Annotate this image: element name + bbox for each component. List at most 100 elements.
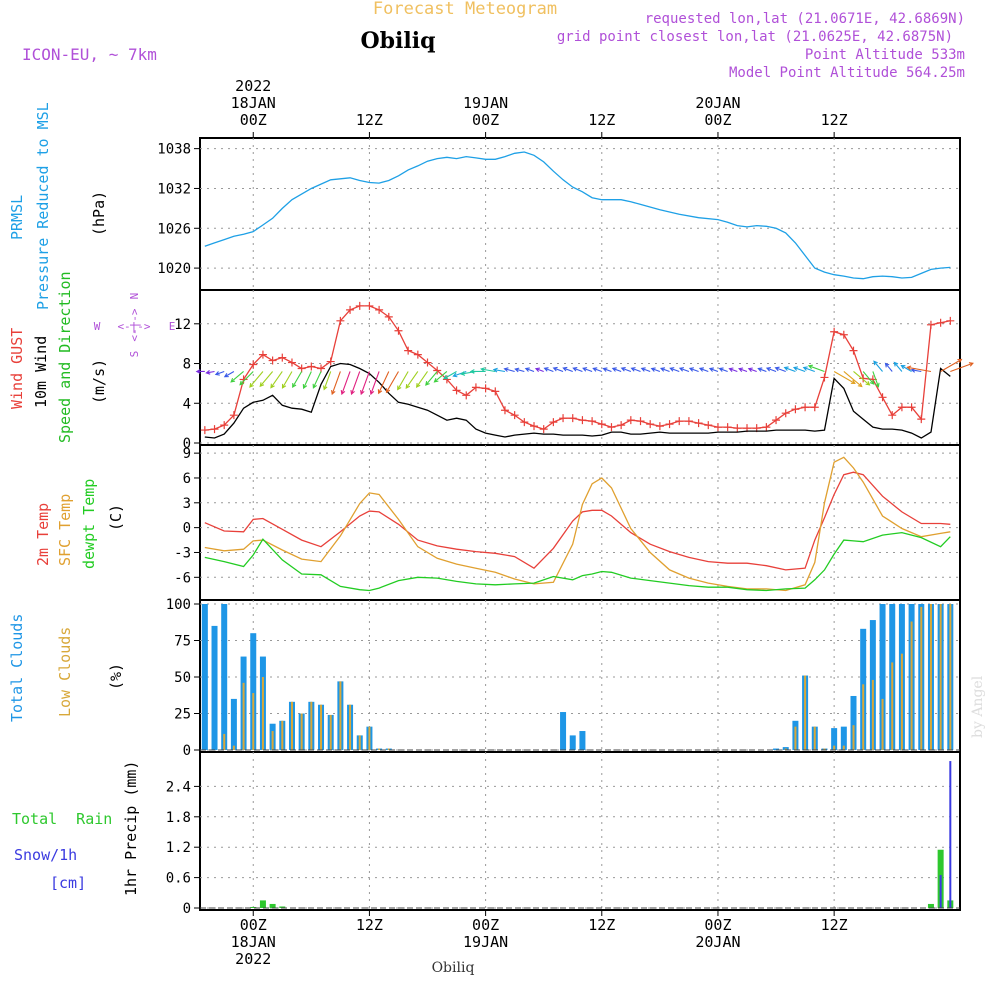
gust-point — [723, 423, 732, 432]
gust-point — [210, 425, 219, 434]
wind-direction-arrow — [698, 367, 709, 372]
gust-point — [810, 403, 819, 412]
wind-direction-arrow — [728, 367, 738, 372]
wind-dir-label: Speed and Direction — [56, 271, 74, 443]
gust-point — [375, 305, 384, 314]
gust-point — [471, 383, 480, 392]
gust-point — [268, 356, 277, 365]
wind-label: 10m Wind — [32, 336, 50, 408]
dewpt-label: dewpt Temp — [80, 479, 98, 569]
gust-point — [936, 318, 945, 327]
gust-point — [297, 364, 306, 373]
gust-point — [704, 421, 713, 430]
top-time-label: 18JAN — [231, 94, 276, 112]
y-tick-label: 3 — [183, 496, 191, 512]
bar-low-clouds — [929, 604, 932, 750]
wind-direction-arrow — [292, 371, 303, 389]
bar-low-clouds — [900, 653, 903, 750]
snow-unit-label: [cm] — [50, 874, 86, 892]
wind-direction-arrow — [377, 371, 390, 395]
gust-point — [607, 423, 616, 432]
wind-direction-arrow — [524, 367, 535, 372]
bar-low-clouds — [813, 726, 816, 750]
gust-point — [839, 330, 848, 339]
wind-direction-arrow — [331, 371, 341, 396]
bar-low-clouds — [949, 604, 952, 750]
series-line-10m-wind — [204, 362, 951, 439]
compass-south: S — [128, 351, 141, 358]
bar-low-clouds — [842, 745, 845, 750]
wind-unit: (m/s) — [90, 359, 108, 404]
gust-point — [462, 391, 471, 400]
low-clouds-label: Low Clouds — [56, 627, 74, 717]
wind-direction-arrow — [678, 367, 690, 372]
bar-low-clouds — [349, 704, 352, 750]
gust-point — [394, 326, 403, 335]
bar-low-clouds — [232, 745, 235, 750]
wind-direction-arrow — [738, 367, 748, 372]
gust-point — [665, 420, 674, 429]
gust-point — [926, 320, 935, 329]
bottom-time-label: 18JAN — [231, 933, 276, 951]
gust-point — [500, 406, 509, 415]
y-tick-label: 0 — [183, 743, 191, 759]
top-time-label: 00Z — [240, 111, 267, 129]
y-tick-label: 100 — [166, 597, 191, 613]
gust-point — [859, 374, 868, 383]
gust-point — [675, 417, 684, 426]
gust-point — [617, 421, 626, 430]
clouds-unit: (%) — [107, 663, 125, 690]
wind-direction-arrow — [469, 369, 486, 374]
gust-point — [588, 417, 597, 426]
bar-low-clouds — [387, 748, 390, 750]
gust-point — [636, 417, 645, 426]
y-tick-label: 1020 — [157, 261, 191, 277]
wind-direction-arrow — [405, 371, 419, 389]
wind-direction-arrow — [774, 366, 786, 372]
top-time-label: 20JAN — [695, 94, 740, 112]
wind-direction-arrow — [534, 367, 544, 373]
wind-direction-arrow — [659, 367, 670, 372]
gust-point — [530, 422, 539, 431]
snow-label: Snow/1h — [14, 846, 77, 864]
gust-point — [317, 364, 326, 373]
wind-direction-arrow — [323, 371, 332, 391]
temp2m-label: 2m Temp — [34, 503, 52, 566]
y-tick-label: 1.2 — [166, 840, 191, 856]
top-time-label: 12Z — [356, 111, 383, 129]
gust-point — [413, 350, 422, 359]
bar-low-clouds — [358, 735, 361, 750]
compass-east: E — [169, 320, 176, 333]
y-tick-label: -6 — [174, 570, 191, 586]
bar-low-clouds — [252, 693, 255, 750]
wind-direction-arrow — [872, 371, 880, 388]
bar-low-clouds — [804, 675, 807, 750]
wind-direction-arrow — [562, 366, 573, 372]
gust-point — [733, 424, 742, 433]
y-tick-label: 0 — [183, 436, 191, 452]
forecast-title: Forecast Meteogram — [373, 0, 557, 19]
pressure-label-2: Pressure Reduced to MSL — [34, 102, 52, 310]
gust-point — [762, 423, 771, 432]
y-tick-label: 8 — [183, 357, 191, 373]
bar-total-rain — [279, 906, 286, 908]
wind-direction-arrow — [950, 362, 974, 372]
compass-rose: N S W E <-|-> <-|-> — [94, 293, 176, 358]
wind-direction-arrow — [205, 369, 215, 375]
wind-direction-arrow — [397, 371, 409, 391]
gust-point — [646, 420, 655, 429]
wind-direction-arrow — [195, 369, 205, 374]
wind-direction-arrow — [862, 371, 875, 385]
wind-direction-arrow — [900, 365, 912, 372]
wind-direction-arrow — [906, 365, 932, 373]
rain-label: Total Rain — [12, 810, 112, 828]
bar-low-clouds — [920, 606, 923, 750]
gust-point — [559, 414, 568, 423]
bar-low-clouds — [339, 681, 342, 750]
wind-direction-arrow — [360, 371, 370, 396]
wind-direction-arrow — [350, 371, 361, 396]
gust-point — [878, 393, 887, 402]
wind-direction-arrow — [884, 362, 893, 372]
y-tick-label: 12 — [174, 317, 191, 333]
